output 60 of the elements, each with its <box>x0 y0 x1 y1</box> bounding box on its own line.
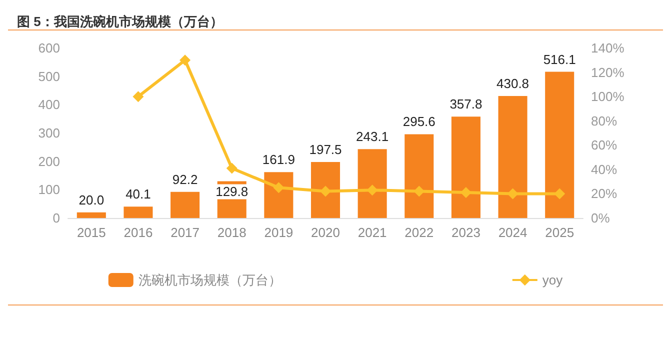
x-tick-label: 2022 <box>404 225 434 240</box>
data-label: 40.1 <box>126 186 151 202</box>
y2-tick-label: 0% <box>591 210 610 226</box>
data-label: 295.6 <box>402 114 436 130</box>
x-tick-label: 2019 <box>264 225 294 240</box>
point <box>554 188 566 200</box>
y2-tick-label: 20% <box>591 186 618 202</box>
y2-tick-label: 140% <box>591 40 625 56</box>
bar <box>358 149 387 218</box>
point <box>507 188 518 200</box>
chart-title: 图 5：我国洗碗机市场规模（万台） <box>17 14 223 29</box>
data-label: 129.8 <box>216 184 248 200</box>
point <box>180 54 191 66</box>
x-tick-label: 2017 <box>170 225 200 240</box>
y2-tick-label: 80% <box>591 113 618 128</box>
y-tick-label: 300 <box>38 126 60 140</box>
point <box>132 91 144 102</box>
point <box>460 187 472 198</box>
y-tick-label: 100 <box>38 182 60 198</box>
point <box>320 186 331 197</box>
y2-tick-label: 100% <box>591 89 625 104</box>
x-tick-label: 2021 <box>358 225 387 240</box>
x-tick-label: 2015 <box>76 225 106 240</box>
bar <box>264 172 294 218</box>
bar <box>76 212 106 218</box>
y2-tick-label: 60% <box>591 138 618 153</box>
bar <box>545 72 574 218</box>
data-label: 243.1 <box>356 129 389 144</box>
legend-label: 洗碗机市场规模（万台） <box>138 272 282 288</box>
point <box>226 162 238 174</box>
data-label: 20.0 <box>78 192 104 208</box>
x-tick-label: 2018 <box>217 225 246 240</box>
data-label: 197.5 <box>309 142 342 158</box>
data-label: 357.8 <box>450 96 482 112</box>
legend-label: yoy <box>542 272 564 288</box>
y-tick-label: 200 <box>38 154 60 169</box>
data-label: 92.2 <box>172 172 198 187</box>
point <box>366 184 378 196</box>
y-tick-label: 500 <box>38 68 60 84</box>
y-tick-label: 400 <box>38 97 60 112</box>
y-tick-label: 0 <box>52 210 60 226</box>
y2-tick-label: 120% <box>591 64 625 80</box>
x-tick-label: 2024 <box>498 225 528 240</box>
x-tick-label: 2016 <box>124 225 153 240</box>
x-tick-label: 2020 <box>311 225 340 240</box>
x-tick-label: 2023 <box>451 225 480 240</box>
bar <box>124 206 153 218</box>
bar <box>404 134 434 218</box>
bar <box>451 116 480 218</box>
y-tick-label: 600 <box>38 40 60 56</box>
y2-tick-label: 40% <box>591 162 618 177</box>
data-label: 161.9 <box>262 152 295 168</box>
data-label: 430.8 <box>496 76 530 91</box>
bar <box>498 96 528 218</box>
x-tick-label: 2025 <box>545 225 574 240</box>
point <box>273 182 284 194</box>
data-label: 516.1 <box>543 52 576 67</box>
bar <box>170 192 200 218</box>
bar <box>310 162 340 218</box>
point <box>414 186 425 197</box>
